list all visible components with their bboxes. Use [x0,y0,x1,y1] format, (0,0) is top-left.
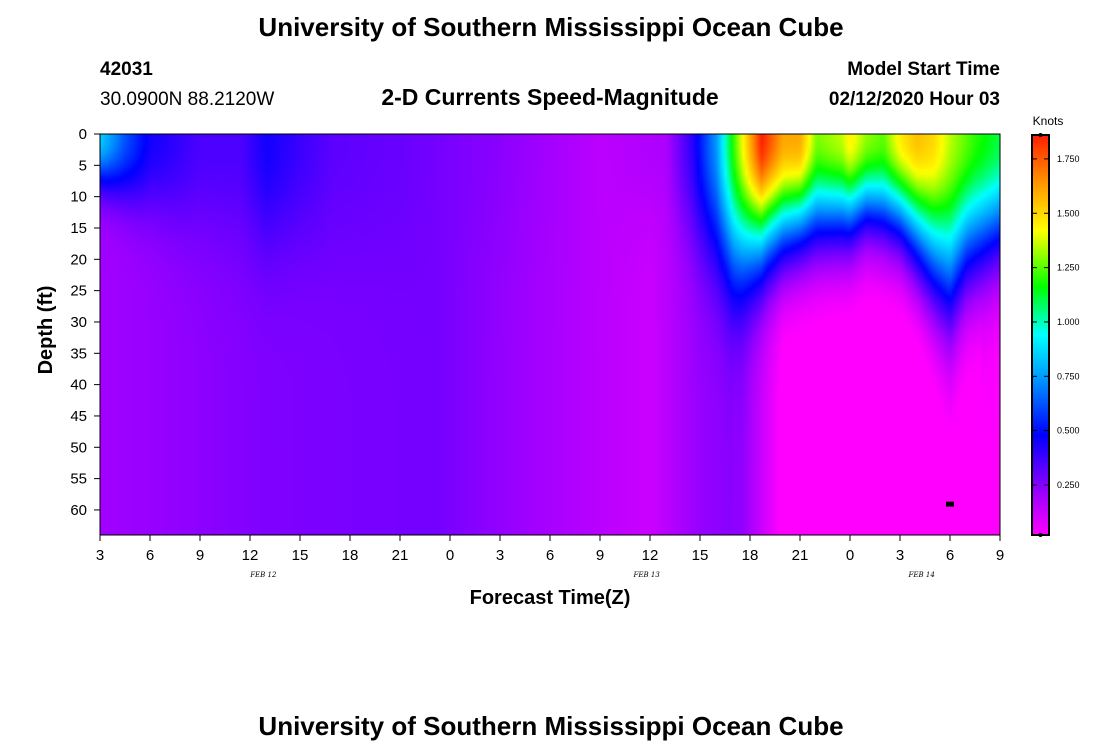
x-axis-date-labels: FEB 12 FEB 13 FEB 14 [249,571,935,579]
x-tick-label: 6 [146,547,154,564]
date-label: FEB 13 [633,571,661,579]
station-location: 30.0900N 88.2120W [100,89,274,110]
x-tick-label: 9 [996,547,1004,564]
y-tick-label: 60 [70,502,87,519]
colorbar-tick-label: 0.250 [1057,480,1080,490]
x-tick-label: 18 [742,547,759,564]
x-tick-label: 21 [392,547,409,564]
x-tick-label: 12 [242,547,259,564]
x-tick-label: 3 [96,547,104,564]
page-title: University of Southern Mississippi Ocean… [258,12,843,42]
x-tick-label: 15 [292,547,309,564]
heatmap-field [100,134,1000,535]
y-tick-label: 10 [70,189,87,206]
footer-title: University of Southern Mississippi Ocean… [258,711,843,741]
y-axis-ticks: 0 5 10 15 20 25 30 35 40 45 50 55 60 [70,126,100,519]
colorbar-unit-label: Knots [1033,114,1064,128]
colorbar-tick-label: 1.500 [1057,208,1080,218]
x-tick-label: 0 [446,547,454,564]
y-axis-label: Depth (ft) [35,286,57,375]
x-tick-label: 9 [596,547,604,564]
x-tick-label: 0 [846,547,854,564]
date-label: FEB 14 [908,571,935,579]
station-id: 42031 [100,59,153,80]
x-tick-label: 15 [692,547,709,564]
y-tick-label: 25 [70,283,87,300]
colorbar-gradient [1031,134,1050,536]
x-tick-label: 3 [496,547,504,564]
x-axis-ticks: 3 6 9 12 15 18 21 0 3 6 9 12 15 18 21 0 3 6 9 [96,535,1004,564]
colorbar-tick-label: 1.250 [1057,263,1080,273]
y-tick-label: 45 [70,408,87,425]
y-tick-label: 30 [70,314,87,331]
y-tick-label: 50 [70,439,87,456]
y-tick-label: 40 [70,377,87,394]
colorbar-ticks: 1.750 1.500 1.250 1.000 0.750 0.500 0.250 [1032,133,1080,537]
y-tick-label: 55 [70,471,87,488]
colorbar-end-dot [1038,133,1043,137]
x-tick-label: 9 [196,547,204,564]
y-tick-label: 35 [70,345,87,362]
colorbar-tick-label: 0.750 [1057,371,1080,381]
chart-subtitle: 2-D Currents Speed-Magnitude [381,84,718,110]
x-tick-label: 6 [546,547,554,564]
model-start-value: 02/12/2020 Hour 03 [829,89,1000,110]
x-axis-label: Forecast Time(Z) [470,587,631,609]
colorbar: 1.750 1.500 1.250 1.000 0.750 0.500 0.250 Knot… [1031,114,1080,537]
colorbar-tick-label: 1.750 [1057,154,1080,164]
x-tick-label: 21 [792,547,809,564]
colorbar-tick-label: 1.000 [1057,317,1080,327]
x-tick-label: 3 [896,547,904,564]
x-tick-label: 12 [642,547,659,564]
date-label: FEB 12 [249,571,277,579]
data-marker [946,501,954,507]
y-tick-label: 20 [70,251,87,268]
colorbar-tick-label: 0.500 [1057,426,1080,436]
y-tick-label: 5 [79,157,87,174]
x-tick-label: 18 [342,547,359,564]
x-tick-label: 6 [946,547,954,564]
y-tick-label: 15 [70,220,87,237]
colorbar-end-dot [1038,533,1043,537]
model-start-label: Model Start Time [847,59,1000,80]
heatmap-plot [100,134,1000,535]
y-tick-label: 0 [79,126,87,143]
